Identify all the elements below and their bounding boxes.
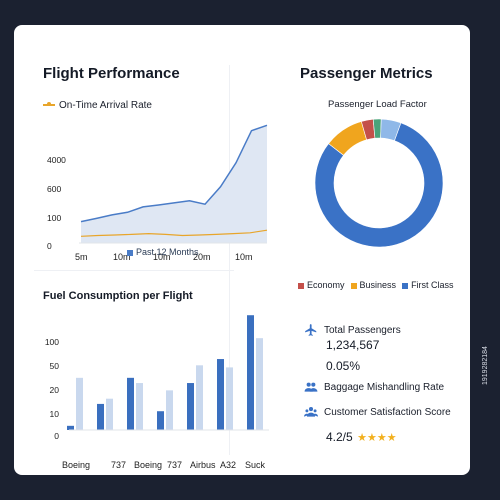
fuel-y-tick: 20 bbox=[50, 385, 60, 395]
fuel-bar bbox=[106, 398, 113, 430]
flight-performance-title: Flight Performance bbox=[43, 65, 180, 82]
fuel-x-tick: Suck bbox=[245, 460, 266, 470]
ontime-y-tick: 100 bbox=[47, 213, 61, 223]
ontime-x-tick: 10m bbox=[113, 252, 131, 262]
fuel-x-tick: 737 bbox=[111, 460, 126, 470]
total-passengers-label: Total Passengers bbox=[324, 324, 401, 336]
baggage-row: Baggage Mishandling Rate bbox=[304, 380, 444, 394]
ontime-footer: Past 12 Months bbox=[127, 247, 199, 257]
fuel-y-tick: 100 bbox=[45, 337, 59, 347]
fuel-bar bbox=[166, 390, 173, 430]
ontime-legend: On-Time Arrival Rate bbox=[43, 100, 152, 111]
fuel-y-tick: 50 bbox=[50, 361, 60, 371]
ontime-x-tick: 10m bbox=[153, 252, 171, 262]
passenger-metrics-title: Passenger Metrics bbox=[300, 65, 433, 82]
ontime-area bbox=[81, 125, 267, 243]
people-icon bbox=[304, 382, 318, 392]
fuel-bar bbox=[136, 383, 143, 430]
load-factor-donut bbox=[314, 118, 444, 248]
fuel-bar bbox=[226, 367, 233, 430]
ontime-y-tick: 0 bbox=[47, 241, 52, 251]
group-icon bbox=[304, 407, 318, 417]
fuel-bar bbox=[127, 377, 134, 430]
fuel-bar bbox=[76, 377, 83, 430]
baggage-label: Baggage Mishandling Rate bbox=[324, 381, 445, 393]
other-b-slice bbox=[380, 118, 402, 142]
horizontal-divider bbox=[34, 270, 234, 271]
fuel-y-tick: 10 bbox=[50, 409, 60, 419]
first-class-slice bbox=[314, 122, 444, 248]
ontime-y-tick: 4000 bbox=[47, 155, 66, 165]
vertical-divider bbox=[229, 65, 230, 455]
legend-business: Business bbox=[350, 280, 397, 290]
ontime-legend-line-icon bbox=[43, 102, 55, 107]
ontime-x-tick: 10m bbox=[235, 252, 253, 262]
ontime-y-tick: 600 bbox=[47, 184, 61, 194]
fuel-x-tick: Boeing bbox=[62, 460, 90, 470]
fuel-bar bbox=[187, 383, 194, 430]
total-passengers-value: 1,234,567 bbox=[326, 338, 380, 352]
economy-label: Economy bbox=[307, 280, 345, 290]
fuel-x-tick: Airbus bbox=[190, 460, 216, 470]
ontime-chart: 4000 600 100 0 5m 10m 10m 20m 10m bbox=[47, 124, 268, 262]
legend-economy: Economy bbox=[298, 280, 345, 290]
footer-label: Past 12 Months bbox=[136, 247, 199, 257]
fuel-x-tick: Boeing bbox=[134, 460, 162, 470]
footer-legend-icon bbox=[127, 249, 133, 256]
business-label: Business bbox=[359, 280, 397, 290]
fuel-title: Fuel Consumption per Flight bbox=[43, 290, 193, 302]
dashboard-card: Flight Performance On-Time Arrival Rate … bbox=[14, 25, 470, 475]
fuel-bar bbox=[97, 403, 104, 430]
load-factor-title: Passenger Load Factor bbox=[328, 99, 427, 110]
ontime-line bbox=[80, 124, 268, 223]
fuel-bar bbox=[256, 338, 263, 430]
satisfaction-score: 4.2/5 ★★★★ bbox=[326, 428, 397, 446]
total-passengers-row: Total Passengers bbox=[304, 323, 401, 337]
airplane-icon bbox=[305, 324, 317, 336]
first-class-label: First Class bbox=[411, 280, 454, 290]
fuel-bar bbox=[217, 359, 224, 430]
fuel-bar bbox=[196, 365, 203, 430]
satisfaction-value: 4.2/5 bbox=[326, 430, 353, 444]
rating-stars-icon: ★★★★ bbox=[357, 432, 397, 444]
first-class-swatch bbox=[402, 282, 409, 289]
fuel-bar bbox=[247, 315, 254, 430]
ontime-legend-label: On-Time Arrival Rate bbox=[59, 100, 152, 111]
legend-first-class: First Class bbox=[402, 280, 454, 290]
load-factor-legend: Economy Business First Class bbox=[298, 280, 454, 290]
other-a-slice bbox=[372, 118, 382, 139]
fuel-bar bbox=[157, 411, 164, 430]
satisfaction-label: Customer Satisfaction Score bbox=[324, 406, 451, 418]
ontime-secondary-line bbox=[80, 229, 268, 237]
fuel-y-tick: 0 bbox=[54, 431, 59, 441]
fuel-x-tick: 737 bbox=[167, 460, 182, 470]
ontime-x-tick: 5m bbox=[75, 252, 88, 262]
economy-swatch bbox=[298, 282, 304, 289]
side-id-text: 1919282184 bbox=[482, 346, 489, 385]
satisfaction-row: Customer Satisfaction Score bbox=[304, 405, 451, 419]
business-swatch bbox=[350, 282, 357, 289]
fuel-bar bbox=[67, 425, 74, 430]
ontime-x-tick: 20m bbox=[193, 252, 211, 262]
rate-value: 0.05% bbox=[326, 359, 361, 373]
fuel-x-tick: A32 bbox=[220, 460, 236, 470]
